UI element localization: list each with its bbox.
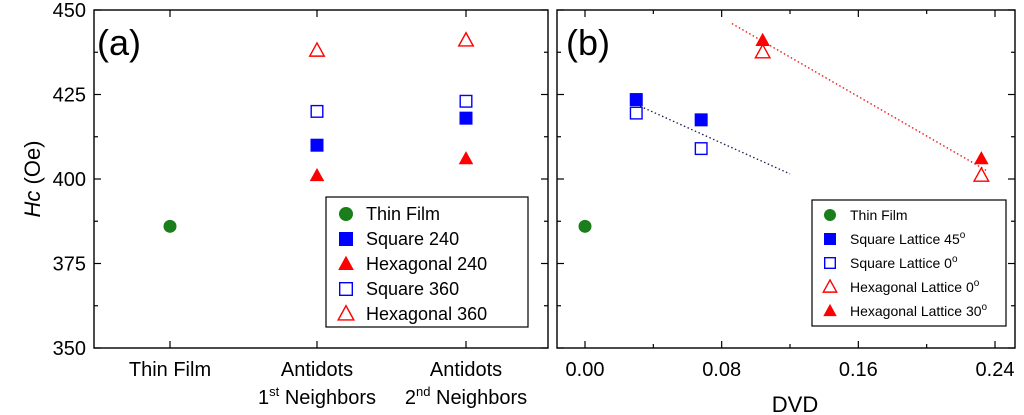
degree-sup: o <box>952 254 958 265</box>
data-point <box>457 31 475 47</box>
data-point <box>694 113 708 127</box>
legend-label: Square 360 <box>366 279 459 299</box>
data-point <box>308 41 326 57</box>
legend-b <box>811 199 1007 327</box>
legend-label: Hexagonal Lattice 30o <box>850 302 988 319</box>
legend-label-text: Hexagonal Lattice 30 <box>850 303 982 319</box>
legend-marker <box>824 233 836 245</box>
legend-label-text: Thin Film <box>850 207 908 223</box>
x-tick-label: 0.24 <box>976 359 1015 381</box>
data-point <box>629 106 643 120</box>
category-tail: Neighbors <box>430 387 527 409</box>
legend-label-text: Square Lattice 45 <box>850 231 960 247</box>
x-category-label-line2: 2nd Neighbors <box>405 384 527 409</box>
x-category-label: Antidots <box>430 359 502 381</box>
x-category-label-line2: 1st Neighbors <box>258 384 376 409</box>
data-point <box>694 142 708 156</box>
legend-label: Square Lattice 0o <box>850 254 958 271</box>
legend-label-text: Square Lattice 0 <box>850 255 952 271</box>
data-point <box>309 167 325 182</box>
legend-marker <box>338 255 354 270</box>
data-point <box>629 93 643 107</box>
y-tick-label: 450 <box>53 0 86 22</box>
degree-sup: o <box>974 278 980 289</box>
panel-a: 350 375 400 425 450 Thin Film Antidots 1st Neig… <box>20 0 549 409</box>
legend-marker <box>822 278 838 293</box>
data-point <box>754 43 772 59</box>
data-point <box>163 219 177 233</box>
data-point <box>578 219 592 233</box>
x-tick-label: 0.16 <box>839 359 878 381</box>
legend-label: Thin Film <box>850 207 908 223</box>
legend-marker <box>823 303 837 317</box>
y-tick-label: 375 <box>53 254 86 276</box>
data-point <box>974 151 989 165</box>
legend-marker <box>339 207 353 221</box>
category-tail: Neighbors <box>279 387 376 409</box>
ordinal-suffix: st <box>269 384 280 399</box>
legend-marker <box>336 304 356 321</box>
legend-label: Hexagonal 360 <box>366 304 487 324</box>
legend-label-text: Hexagonal Lattice 0 <box>850 279 974 295</box>
panel-label-a: (a) <box>97 22 141 63</box>
x-tick-label: 0.08 <box>702 359 741 381</box>
x-category-label: Thin Film <box>129 359 211 381</box>
legend-label: Hexagonal Lattice 0o <box>850 278 980 295</box>
legend-label: Square 240 <box>366 229 459 249</box>
data-point <box>310 104 324 118</box>
data-point <box>310 138 324 152</box>
x-category-label: Antidots <box>281 359 353 381</box>
y-axis-symbol: Hc <box>20 191 45 218</box>
ordinal-number: 2 <box>405 387 416 409</box>
legend-label: Square Lattice 45o <box>850 230 966 247</box>
legend-marker <box>339 282 354 297</box>
panel-label-b: (b) <box>566 22 610 63</box>
legend-marker <box>824 257 837 270</box>
trend-line <box>731 22 987 172</box>
legend-label: Hexagonal 240 <box>366 254 487 274</box>
trend-line <box>632 102 791 175</box>
data-point <box>459 111 473 125</box>
y-axis-unit: (Oe) <box>20 140 45 190</box>
panel-b: 0.00 0.08 0.16 0.24 DVD (b) Thin Film Square La… <box>556 9 1016 415</box>
ordinal-number: 1 <box>258 387 269 409</box>
degree-sup: o <box>982 302 988 313</box>
y-tick-label: 425 <box>53 85 86 107</box>
data-point <box>755 32 770 46</box>
ordinal-suffix: nd <box>416 384 430 399</box>
y-tick-label: 350 <box>53 338 86 360</box>
legend-label: Thin Film <box>366 204 440 224</box>
x-tick-label: 0.00 <box>566 359 605 381</box>
y-axis-title: Hc (Oe) <box>20 140 45 217</box>
data-point <box>458 151 474 165</box>
x-axis-title: DVD <box>772 392 818 415</box>
data-point <box>459 94 473 108</box>
legend-marker <box>339 232 353 246</box>
legend-a <box>325 196 529 328</box>
data-point <box>972 166 990 182</box>
degree-sup: o <box>960 230 966 241</box>
legend-marker <box>824 209 836 221</box>
y-tick-label: 400 <box>53 169 86 191</box>
